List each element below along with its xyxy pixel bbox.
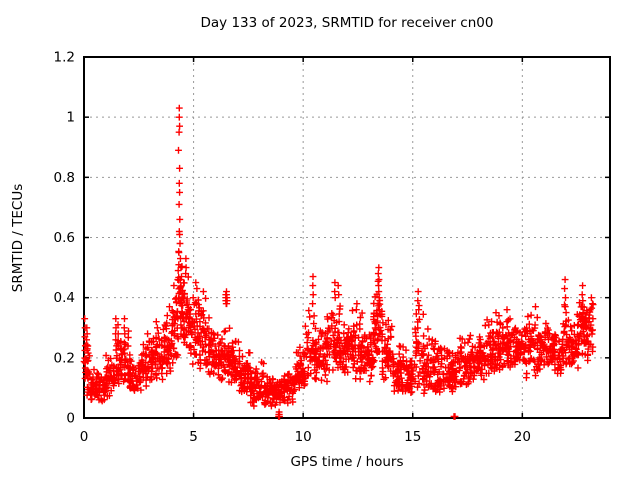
x-tick-label: 15 bbox=[404, 429, 421, 445]
y-tick-label: 0.4 bbox=[54, 290, 75, 306]
data-points bbox=[80, 104, 597, 420]
y-axis-label: SRMTID / TECUs bbox=[10, 183, 26, 293]
y-tick-label: 0.6 bbox=[54, 230, 75, 246]
x-tick-label: 5 bbox=[189, 429, 198, 445]
x-axis-label: GPS time / hours bbox=[290, 454, 404, 470]
y-tick-label: 1.2 bbox=[54, 50, 75, 66]
y-tick-label: 0.2 bbox=[54, 350, 75, 366]
y-tick-label: 0 bbox=[66, 411, 75, 427]
y-tick-label: 1 bbox=[66, 110, 75, 126]
y-tick-label: 0.8 bbox=[54, 170, 75, 186]
x-tick-label: 0 bbox=[80, 429, 89, 445]
x-tick-label: 20 bbox=[514, 429, 531, 445]
x-tick-label: 10 bbox=[295, 429, 312, 445]
chart-title: Day 133 of 2023, SRMTID for receiver cn0… bbox=[200, 15, 494, 31]
